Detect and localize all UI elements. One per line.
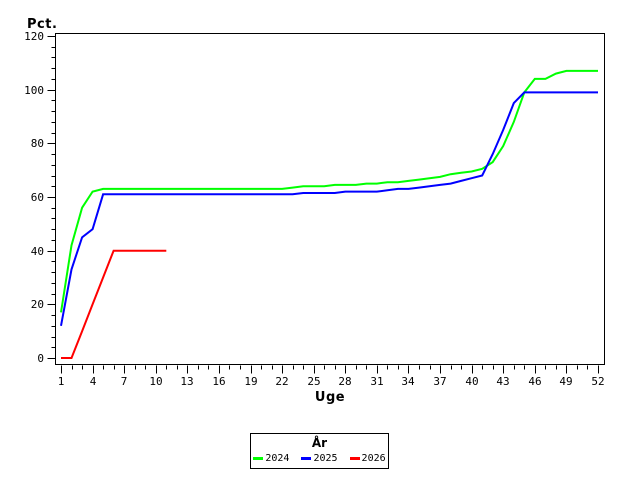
x-tick-label: 49 (559, 375, 572, 388)
x-tick-label: 37 (433, 375, 446, 388)
legend-swatch-2024 (253, 457, 264, 460)
x-tick-label: 13 (180, 375, 193, 388)
series-line-2026 (61, 249, 167, 359)
y-tick-label: 0 (37, 352, 44, 365)
y-axis-tick-labels: 0 20 40 60 80 100 120 (24, 30, 44, 365)
x-tick-label: 31 (370, 375, 383, 388)
legend-label: 2026 (361, 453, 386, 464)
legend-label: 2024 (265, 453, 290, 464)
legend-swatch-2025 (301, 457, 312, 460)
x-tick-label: 1 (58, 375, 65, 388)
x-tick-label: 52 (591, 375, 604, 388)
y-tick-label: 20 (31, 298, 44, 311)
y-tick-label: 40 (31, 245, 44, 258)
plot-frame (55, 33, 605, 365)
y-tick-label: 120 (24, 30, 44, 43)
x-axis-ticks (61, 365, 599, 374)
x-tick-label: 46 (528, 375, 541, 388)
legend-entry-2025: 2025 (301, 453, 338, 464)
y-tick-label: 60 (31, 191, 44, 204)
x-tick-label: 22 (275, 375, 288, 388)
y-tick-label: 100 (24, 84, 44, 97)
legend-swatch-2026 (349, 457, 360, 460)
series-line-2025 (60, 91, 598, 326)
legend-title: År (311, 436, 328, 450)
series-line-2024 (60, 69, 598, 313)
legend: År 2024 2025 2026 (250, 433, 389, 469)
x-tick-label: 43 (496, 375, 509, 388)
y-tick-label: 80 (31, 137, 44, 150)
legend-entry-2026: 2026 (349, 453, 386, 464)
x-tick-label: 16 (212, 375, 225, 388)
series-lines (60, 69, 598, 359)
x-tick-label: 34 (401, 375, 415, 388)
x-tick-label: 10 (149, 375, 162, 388)
x-tick-label: 40 (465, 375, 478, 388)
x-tick-label: 4 (90, 375, 97, 388)
x-tick-label: 19 (244, 375, 257, 388)
y-axis-ticks (47, 36, 56, 359)
y-axis-title: Pct. (27, 17, 58, 32)
x-tick-label: 7 (121, 375, 128, 388)
legend-entry-2024: 2024 (253, 453, 289, 464)
legend-label: 2025 (313, 453, 338, 464)
x-axis-title: Uge (314, 390, 346, 405)
x-axis-tick-labels: 1 4 7 10 13 16 19 22 25 28 31 34 37 40 43 46 49 52 (58, 375, 605, 388)
x-tick-label: 25 (307, 375, 320, 388)
legend-entries: 2024 2025 2026 (251, 453, 388, 464)
x-tick-label: 28 (338, 375, 351, 388)
